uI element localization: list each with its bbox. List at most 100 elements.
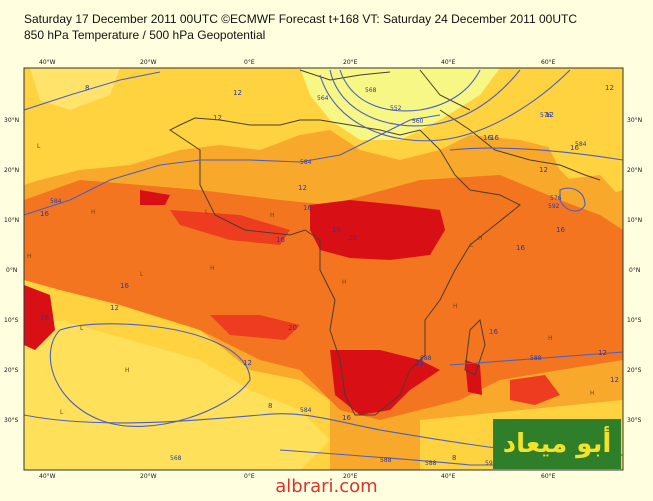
forecast-subtitle: 850 hPa Temperature / 500 hPa Geopotenti…: [24, 28, 266, 42]
geo-label: 568: [170, 455, 182, 462]
temp-label: 20: [348, 234, 357, 242]
high-marker: H: [210, 265, 215, 272]
temp-label: 16: [342, 414, 351, 422]
lat-label-right: 30°S: [627, 417, 642, 424]
lat-label-left: 20°S: [4, 367, 19, 374]
temp-label: 12: [298, 184, 307, 192]
temp-label: 16: [483, 134, 492, 142]
lon-label-bottom: 60°E: [541, 473, 556, 480]
temp-label: 16: [556, 226, 565, 234]
temp-label: 16: [276, 236, 285, 244]
geo-label: 576: [550, 195, 562, 202]
low-marker: L: [80, 325, 84, 332]
lon-label-bottom: 40°W: [39, 473, 56, 480]
lat-label-right: 0°N: [629, 267, 640, 274]
lon-label-top: 20°W: [140, 59, 157, 66]
lat-label-right: 10°S: [627, 317, 642, 324]
temp-label: 12: [110, 304, 119, 312]
low-marker: L: [140, 271, 144, 278]
temp-label: 16: [40, 314, 49, 322]
pressure-markers: L L L L L L H H H H H H H H H H: [27, 143, 595, 416]
temp-label: 16: [570, 144, 579, 152]
geo-label: 592: [485, 460, 497, 467]
geo-label: 560: [412, 118, 424, 125]
geopotential-contours: [24, 69, 623, 466]
geo-label: 552: [390, 105, 402, 112]
lat-label-right: 30°N: [627, 117, 642, 124]
low-marker: L: [60, 409, 64, 416]
lat-label-left: 30°N: [4, 117, 19, 124]
geo-label: 588: [530, 355, 542, 362]
lat-label-left: 10°N: [4, 217, 19, 224]
lon-label-bottom: 0°E: [244, 473, 255, 480]
forecast-title: Saturday 17 December 2011 00UTC ©ECMWF F…: [24, 12, 577, 26]
high-marker: H: [27, 253, 32, 260]
low-marker: L: [470, 242, 474, 249]
lon-label-top: 40°W: [39, 59, 56, 66]
temp-label: 16: [332, 226, 341, 234]
lon-label-top: 60°E: [541, 59, 556, 66]
temp-label: 8: [452, 454, 456, 462]
temp-label: 16: [120, 282, 129, 290]
lon-label-bottom: 40°E: [441, 473, 456, 480]
high-marker: H: [270, 212, 275, 219]
temp-label: 20: [288, 324, 297, 332]
geo-label: 584: [50, 198, 62, 205]
geo-label: 568: [365, 87, 377, 94]
high-marker: H: [125, 367, 130, 374]
high-marker: H: [342, 279, 347, 286]
temp-label: 8: [85, 84, 89, 92]
lon-label-top: 20°E: [343, 59, 358, 66]
geo-label: 584: [300, 159, 312, 166]
lat-label-right: 20°S: [627, 367, 642, 374]
low-marker: L: [205, 209, 209, 216]
temp-label: 12: [605, 84, 614, 92]
geo-label: 592: [548, 203, 560, 210]
temp-label: 12: [545, 111, 554, 119]
temp-label: 16: [489, 328, 498, 336]
temp-label: 16: [40, 210, 49, 218]
geo-label: 588: [425, 460, 437, 467]
lon-label-top: 0°E: [244, 59, 255, 66]
graticule-labels: 40°W 20°W 0°E 20°E 40°E 60°E 40°W 20°W 0…: [4, 59, 642, 480]
watermark-logo: أبو ميعاد: [493, 419, 621, 469]
lat-label-right: 20°N: [627, 167, 642, 174]
high-marker: H: [590, 390, 595, 397]
temperature-field: [24, 68, 623, 470]
geo-label: 564: [317, 95, 329, 102]
geopotential-labels: 564 568 552 560 576 584 584 592 588 588 …: [50, 87, 587, 467]
lat-label-left: 0°N: [6, 267, 17, 274]
temp-label: 12: [598, 349, 607, 357]
coastline: [169, 69, 601, 416]
high-marker: H: [478, 235, 483, 242]
lat-label-right: 10°N: [627, 217, 642, 224]
lat-label-left: 10°S: [4, 317, 19, 324]
geo-label: 576: [540, 112, 552, 119]
lon-label-top: 40°E: [441, 59, 456, 66]
geo-label: 588: [380, 457, 392, 464]
temp-label: 12: [233, 89, 242, 97]
geo-label: 584: [300, 407, 312, 414]
lon-label-bottom: 20°E: [343, 473, 358, 480]
geo-label: 588: [420, 355, 432, 362]
temp-label: 12: [610, 376, 619, 384]
temp-label: 16: [516, 244, 525, 252]
temp-label: 12: [243, 359, 252, 367]
site-credit: albrari.com: [275, 476, 378, 497]
lon-label-bottom: 20°W: [140, 473, 157, 480]
temp-label: 8: [268, 402, 272, 410]
temp-label: 12: [539, 166, 548, 174]
lat-label-left: 30°S: [4, 417, 19, 424]
lat-label-left: 20°N: [4, 167, 19, 174]
high-marker: H: [91, 209, 96, 216]
temp-label: 16: [303, 204, 312, 212]
contour-labels: 8 12 12 12 16 16 12 16 16 16 16 16 12 16…: [40, 84, 619, 462]
low-marker: L: [37, 143, 41, 150]
temp-label: 12: [213, 114, 222, 122]
temp-label: 16: [490, 134, 499, 142]
temp-label: 12: [415, 359, 424, 367]
high-marker: H: [548, 335, 553, 342]
high-marker: H: [453, 303, 458, 310]
